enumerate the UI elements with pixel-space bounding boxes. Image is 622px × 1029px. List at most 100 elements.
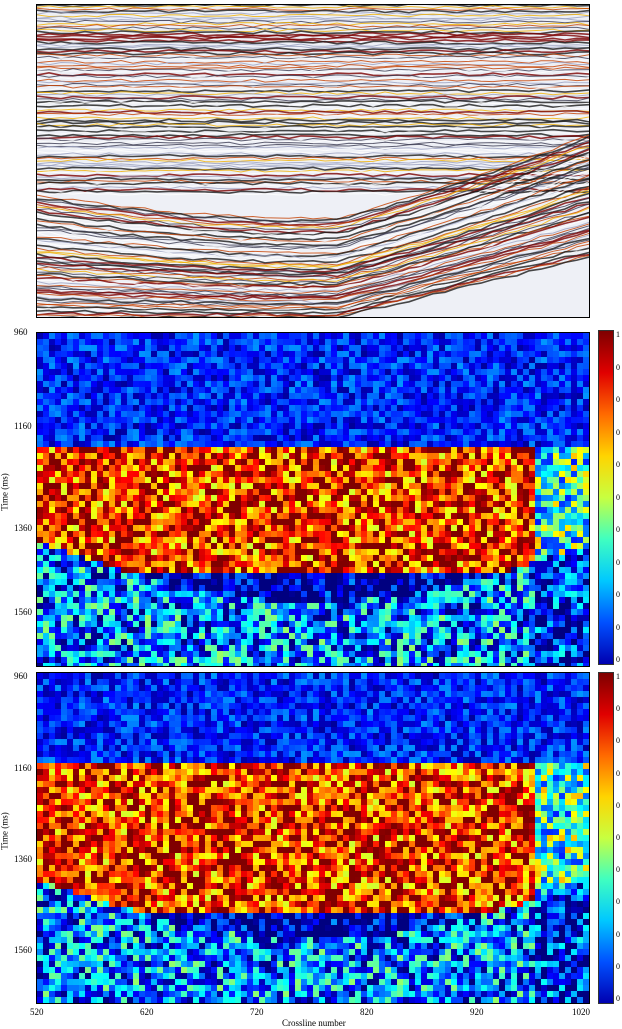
heat-cell — [469, 603, 475, 609]
heat-cell — [553, 543, 559, 549]
heat-cell — [577, 447, 583, 453]
heat-cell — [457, 639, 463, 645]
heat-cell — [97, 369, 103, 375]
heat-cell — [79, 447, 85, 453]
heat-cell — [241, 423, 247, 429]
heat-cell — [97, 615, 103, 621]
heat-cell — [313, 579, 319, 585]
heat-cell — [43, 609, 49, 615]
seismic-panel — [36, 4, 590, 318]
heat-cell — [37, 531, 43, 537]
heat-cell — [199, 579, 205, 585]
heat-cell — [133, 537, 139, 543]
heat-cell — [361, 423, 367, 429]
heat-cell — [577, 363, 583, 369]
heat-cell — [415, 537, 421, 543]
heat-cell — [235, 645, 241, 651]
heat-cell — [181, 471, 187, 477]
heat-cell — [307, 561, 313, 567]
heat-cell — [415, 501, 421, 507]
heat-cell — [67, 609, 73, 615]
heat-cell — [505, 495, 511, 501]
heat-cell — [91, 393, 97, 399]
heat-cell — [235, 447, 241, 453]
heat-cell — [379, 573, 385, 579]
heat-cell — [475, 585, 481, 591]
heat-cell — [541, 627, 547, 633]
heat-cell — [391, 627, 397, 633]
heat-cell — [361, 567, 367, 573]
heat-cell — [487, 603, 493, 609]
heat-cell — [253, 447, 259, 453]
heat-cell — [523, 621, 529, 627]
heat-cell — [547, 519, 553, 525]
heat-cell — [61, 363, 67, 369]
heat-cell — [583, 507, 589, 513]
heat-cell — [535, 393, 541, 399]
heat-cell — [433, 531, 439, 537]
heat-cell — [97, 489, 103, 495]
heat-cell — [169, 399, 175, 405]
heat-cell — [541, 537, 547, 543]
heat-cell — [439, 369, 445, 375]
heat-cell — [397, 603, 403, 609]
heat-cell — [61, 381, 67, 387]
heat-cell — [391, 339, 397, 345]
heat-cell — [289, 429, 295, 435]
heat-cell — [217, 495, 223, 501]
heat-cell — [193, 381, 199, 387]
heat-cell — [505, 483, 511, 489]
heat-cell — [91, 519, 97, 525]
heat-cell — [487, 513, 493, 519]
heat-cell — [433, 567, 439, 573]
heat-cell — [169, 579, 175, 585]
heat-cell — [463, 633, 469, 639]
heat-cell — [43, 621, 49, 627]
heat-cell — [529, 345, 535, 351]
heat-cell — [355, 429, 361, 435]
heat-cell — [43, 501, 49, 507]
heat-cell — [577, 483, 583, 489]
heat-cell — [121, 621, 127, 627]
heat-cell — [445, 339, 451, 345]
heat-cell — [217, 381, 223, 387]
heat-cell — [367, 405, 373, 411]
heat-cell — [463, 579, 469, 585]
heat-cell — [271, 399, 277, 405]
heat-cell — [157, 615, 163, 621]
heat-cell — [259, 435, 265, 441]
heat-cell — [151, 393, 157, 399]
heat-cell — [145, 411, 151, 417]
heat-cell — [247, 567, 253, 573]
heat-cell — [199, 627, 205, 633]
heat-cell — [463, 477, 469, 483]
heat-cell — [475, 465, 481, 471]
heat-cell — [583, 405, 589, 411]
heat-cell — [175, 573, 181, 579]
heat-cell — [73, 339, 79, 345]
heat-cell — [229, 477, 235, 483]
heat-cell — [247, 645, 253, 651]
heat-cell — [199, 405, 205, 411]
heat-cell — [241, 369, 247, 375]
heat-cell — [445, 579, 451, 585]
heat-cell — [109, 381, 115, 387]
heat-cell — [559, 519, 565, 525]
heat-cell — [145, 387, 151, 393]
heat-cell — [553, 441, 559, 447]
heat-cell — [475, 639, 481, 645]
heat-cell — [289, 345, 295, 351]
heat-cell — [385, 459, 391, 465]
heat-cell — [385, 411, 391, 417]
heat-cell — [349, 381, 355, 387]
heat-cell — [217, 489, 223, 495]
heat-cell — [577, 429, 583, 435]
heat-cell — [85, 483, 91, 489]
heat-cell — [343, 609, 349, 615]
heat-cell — [337, 579, 343, 585]
heat-cell — [565, 549, 571, 555]
heat-cell — [493, 423, 499, 429]
heat-cell — [253, 531, 259, 537]
heat-cell — [445, 387, 451, 393]
heat-cell — [379, 345, 385, 351]
